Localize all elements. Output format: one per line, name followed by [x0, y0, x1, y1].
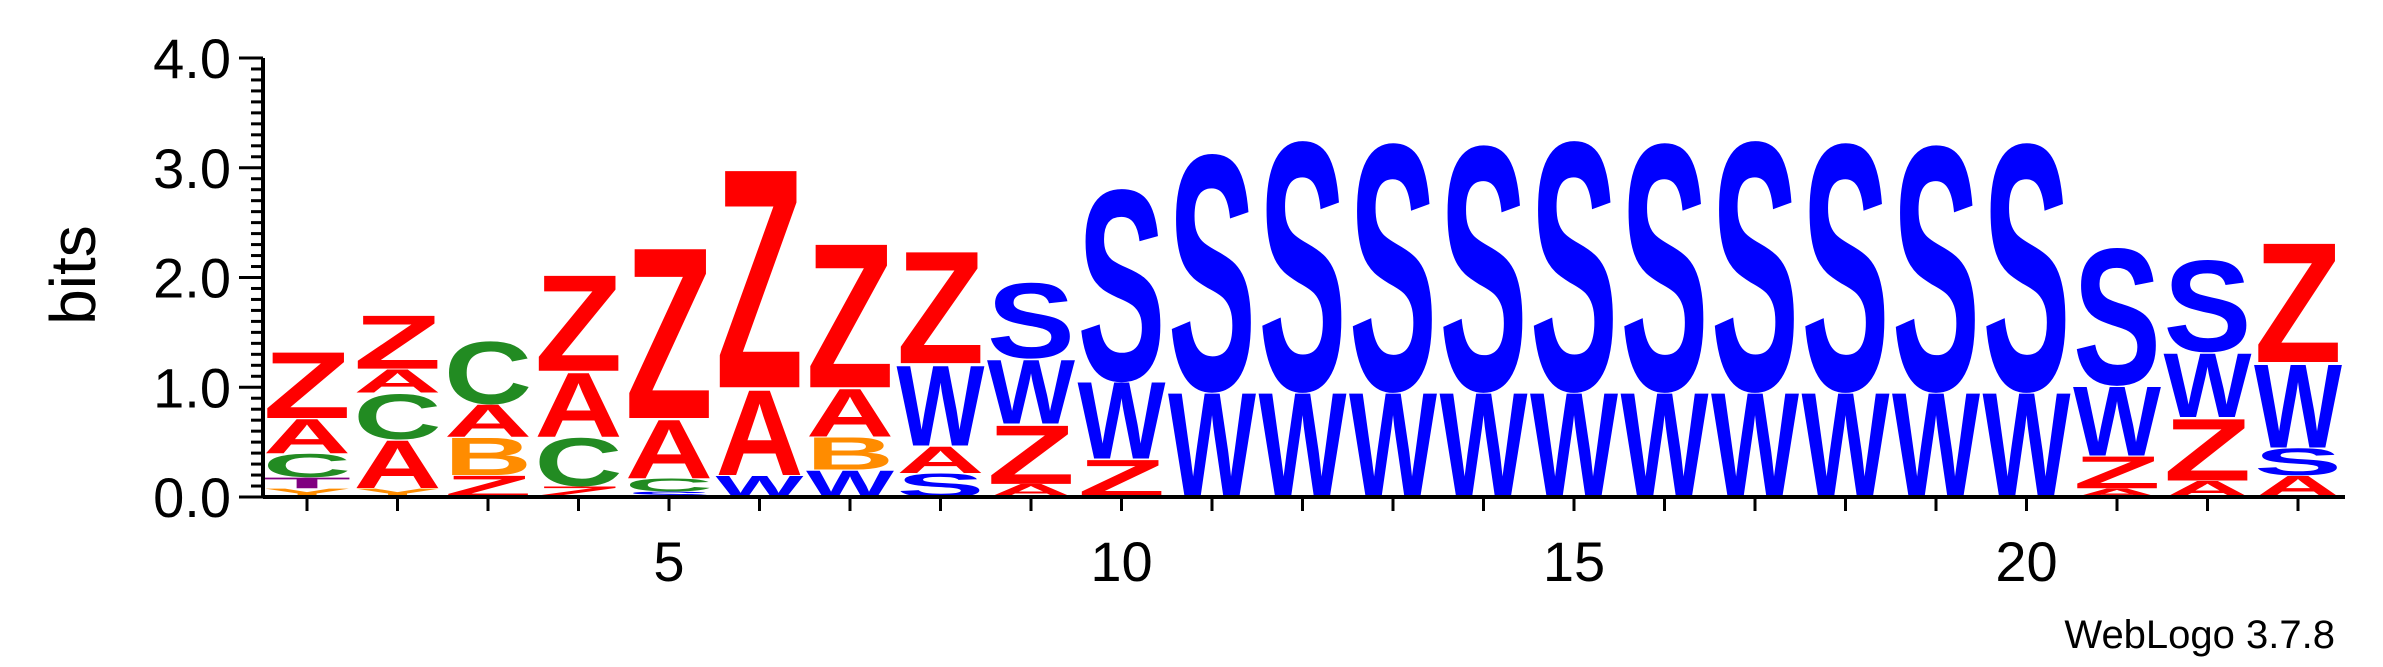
x-tick-label: 15	[1543, 530, 1605, 593]
logo-glyphs: YTCAZYACAZZBACZCAZSCAZWAZWBAZSAWZAZWSZWS…	[263, 67, 2343, 529]
logo-letter-S: S	[1168, 85, 1256, 462]
logo-letter-Z: Z	[535, 246, 623, 401]
x-tick-label: 10	[1090, 530, 1152, 593]
logo-letter-B: B	[444, 427, 532, 487]
weblogo-credit: WebLogo 3.7.8	[2064, 613, 2335, 657]
logo-letter-C: C	[625, 475, 713, 495]
logo-letter-Z: Z	[2254, 207, 2342, 399]
logo-letter-S: S	[1801, 72, 1889, 465]
logo-letter-S: S	[1620, 72, 1708, 465]
logo-letter-T: T	[263, 474, 351, 491]
logo-letter-C: C	[354, 381, 442, 453]
logo-letter-W: W	[897, 342, 985, 471]
logo-letter-S: S	[625, 490, 713, 499]
y-tick-label: 0.0	[153, 466, 231, 529]
y-tick-label: 2.0	[153, 247, 231, 310]
logo-letter-Z: Z	[263, 332, 351, 438]
logo-letter-Z: Z	[716, 103, 804, 454]
logo-letter-S: S	[2073, 208, 2161, 426]
logo-letter-S: S	[1711, 67, 1799, 465]
logo-letter-C: C	[263, 447, 351, 485]
y-tick-label: 1.0	[153, 356, 231, 419]
logo-letter-S: S	[987, 261, 1075, 381]
logo-letter-S: S	[1349, 72, 1437, 465]
logo-letter-W: W	[1078, 359, 1167, 482]
logo-letter-S: S	[2164, 233, 2252, 379]
logo-letter-W: W	[2073, 366, 2161, 476]
logo-letter-Z: Z	[354, 300, 442, 385]
logo-letter-S: S	[2254, 440, 2342, 483]
logo-letter-A: A	[625, 403, 713, 497]
x-tick-label: 5	[653, 530, 684, 593]
logo-letter-Z: Z	[2163, 401, 2251, 500]
logo-letter-Z: Z	[625, 196, 713, 470]
y-axis-ticks: 0.0 1.0 2.0 3.0 4.0	[153, 27, 263, 529]
logo-letter-S: S	[1982, 72, 2070, 465]
logo-letter-Z: Z	[897, 219, 985, 398]
logo-letter-S: S	[1892, 73, 1980, 463]
logo-letter-A: A	[716, 364, 804, 501]
y-tick-label: 3.0	[153, 137, 231, 200]
logo-letter-A: A	[806, 374, 894, 451]
logo-letter-Z: Z	[987, 408, 1075, 502]
logo-letter-Z: Z	[2073, 447, 2161, 499]
logo-letter-B: B	[806, 428, 894, 479]
logo-letter-C: C	[535, 423, 623, 500]
x-tick-label: 20	[1995, 530, 2057, 593]
logo-letter-W: W	[2164, 333, 2253, 436]
logo-letter-A: A	[896, 438, 984, 481]
y-tick-label: 4.0	[153, 27, 231, 90]
logo-letter-A: A	[354, 362, 442, 400]
logo-letter-C: C	[444, 323, 532, 423]
logo-letter-W: W	[987, 340, 1076, 443]
logo-letter-A: A	[535, 353, 623, 456]
logo-letter-Z: Z	[806, 200, 894, 431]
logo-letter-S: S	[1078, 134, 1166, 438]
logo-letter-S: S	[1259, 67, 1347, 465]
logo-letter-S: S	[1530, 67, 1618, 465]
logo-letter-S: S	[1440, 73, 1528, 463]
logo-letter-A: A	[354, 426, 442, 503]
logo-letter-A: A	[263, 409, 351, 464]
y-axis-title: bits	[37, 225, 109, 325]
logo-letter-W: W	[2254, 339, 2343, 473]
x-axis-ticks: 5 10 15 20	[305, 497, 2300, 593]
logo-letter-A: A	[444, 395, 532, 446]
